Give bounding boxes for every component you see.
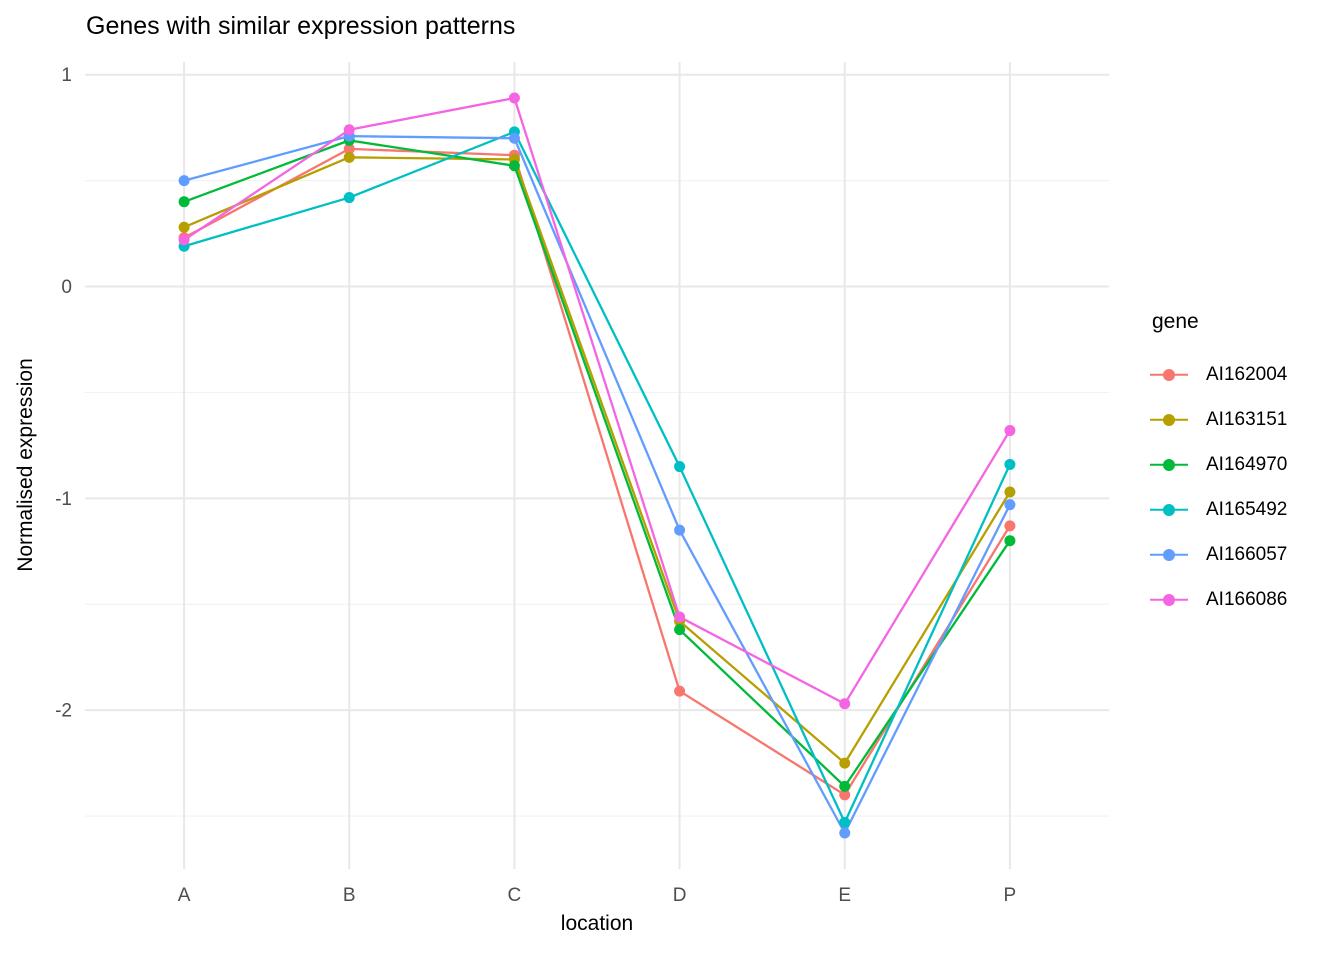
x-tick-label: E (838, 885, 851, 906)
data-point-AI166086-A (178, 234, 190, 246)
y-tick-label: -1 (55, 489, 72, 510)
data-point-AI164970-A (178, 196, 190, 208)
data-point-AI164970-D (674, 624, 686, 636)
data-point-AI166057-P (1004, 499, 1016, 511)
legend-label: AI166086 (1206, 588, 1288, 610)
legend-item-AI163151: AI163151 (1150, 397, 1287, 442)
data-point-AI166057-A (178, 175, 190, 187)
data-point-AI162004-P (1004, 520, 1016, 532)
x-axis-title: location (560, 912, 634, 935)
x-tick-label: B (343, 885, 356, 906)
legend-key-icon (1150, 548, 1188, 562)
x-tick-label: C (508, 885, 522, 906)
data-point-AI163151-P (1004, 486, 1016, 498)
y-tick-label: 1 (61, 65, 72, 86)
data-point-AI164970-E (839, 780, 851, 792)
data-point-AI164970-C (508, 160, 520, 172)
legend-key-icon (1150, 458, 1188, 472)
x-tick-label: D (673, 885, 687, 906)
legend-item-AI164970: AI164970 (1150, 442, 1287, 487)
legend-key-icon (1150, 593, 1188, 607)
y-tick-label: 0 (61, 277, 72, 298)
legend-label: AI164970 (1206, 453, 1288, 475)
data-point-AI166086-C (508, 92, 520, 104)
x-tick-label: P (1004, 885, 1017, 906)
data-point-AI163151-E (839, 757, 851, 769)
data-point-AI162004-E (839, 789, 851, 801)
legend-item-AI166086: AI166086 (1150, 577, 1287, 622)
series-line-AI165492 (182, 130, 1012, 824)
legend-key-icon (1150, 503, 1188, 517)
x-tick-label: A (178, 885, 191, 906)
legend-key-dot (1163, 458, 1175, 471)
legend-key-dot (1163, 548, 1175, 561)
legend-items: AI162004 AI163151 AI164970 AI165492 AI166057… (1150, 352, 1287, 622)
data-point-AI166086-B (343, 124, 355, 136)
data-point-AI166086-D (674, 611, 686, 623)
legend-key-dot (1163, 413, 1175, 426)
data-point-AI165492-P (1004, 458, 1016, 470)
legend: gene AI162004 AI163151 AI164970 AI165492 AI1… (1150, 310, 1287, 622)
legend-item-AI165492: AI165492 (1150, 487, 1287, 532)
legend-label: AI165492 (1206, 498, 1288, 520)
legend-key-dot (1163, 368, 1175, 381)
series-line-AI166086 (182, 96, 1012, 705)
data-point-AI166057-D (674, 524, 686, 536)
data-point-AI165492-B (343, 192, 355, 204)
chart-title: Genes with similar expression patterns (86, 12, 516, 40)
data-point-AI166057-E (839, 827, 851, 839)
data-point-AI166057-C (508, 132, 520, 144)
series-line-AI162004 (182, 147, 1012, 797)
legend-label: AI166057 (1206, 543, 1288, 565)
data-point-AI166086-P (1004, 425, 1016, 437)
series-line-AI163151 (182, 156, 1012, 765)
legend-key-dot (1163, 593, 1175, 606)
legend-item-AI166057: AI166057 (1150, 532, 1287, 577)
series-line-AI166057 (182, 134, 1012, 835)
data-point-AI164970-P (1004, 535, 1016, 547)
data-point-AI163151-A (178, 221, 190, 233)
y-tick-label: -2 (55, 701, 72, 722)
legend-item-AI162004: AI162004 (1150, 352, 1287, 397)
data-point-AI166086-E (839, 698, 851, 710)
legend-title: gene (1152, 310, 1199, 333)
data-point-AI162004-B (343, 143, 355, 155)
data-point-AI163151-B (343, 151, 355, 163)
data-point-AI165492-D (674, 461, 686, 473)
legend-key-dot (1163, 503, 1175, 516)
series-line-AI164970 (182, 139, 1012, 788)
data-point-AI162004-D (674, 685, 686, 697)
legend-label: AI162004 (1206, 363, 1288, 385)
legend-key-icon (1150, 368, 1188, 382)
legend-label: AI163151 (1206, 408, 1288, 430)
data-point-AI165492-E (839, 816, 851, 828)
legend-key-icon (1150, 413, 1188, 427)
